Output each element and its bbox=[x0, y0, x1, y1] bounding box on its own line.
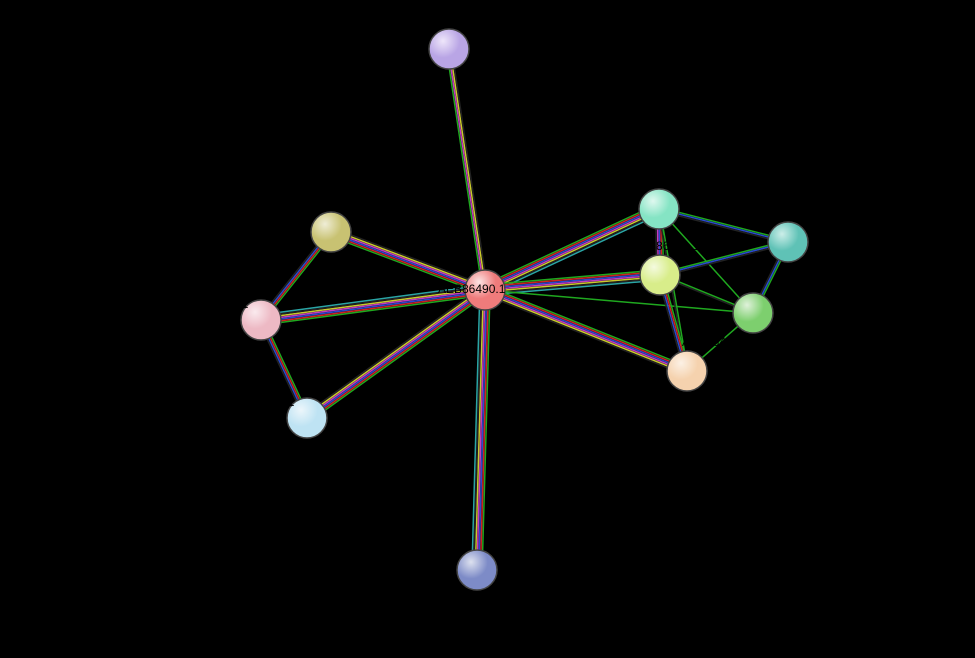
node-label: AEB85897.1 bbox=[501, 554, 569, 568]
network-node[interactable] bbox=[768, 222, 808, 262]
node-label: AEB86489.1 bbox=[682, 335, 750, 349]
node-label: AEB83666.1 bbox=[227, 395, 295, 409]
node-label: aceK bbox=[777, 291, 804, 305]
node-label: AEB86491.1 bbox=[632, 239, 700, 253]
node-label: AEB86493.1 bbox=[778, 206, 846, 220]
network-node[interactable] bbox=[667, 351, 707, 391]
network-node[interactable] bbox=[640, 255, 680, 295]
node-label: AEB86588.1 bbox=[440, 13, 508, 27]
node-label: AEB86223.1 bbox=[276, 196, 344, 210]
node-label: AEB86490.1 bbox=[438, 282, 506, 296]
network-node[interactable] bbox=[457, 550, 497, 590]
node-label: AEB86494.1 bbox=[631, 173, 699, 187]
node-label: AEB83133.1 bbox=[181, 297, 249, 311]
network-node[interactable] bbox=[429, 29, 469, 69]
network-node[interactable] bbox=[311, 212, 351, 252]
network-node[interactable] bbox=[639, 189, 679, 229]
network-node[interactable] bbox=[733, 293, 773, 333]
